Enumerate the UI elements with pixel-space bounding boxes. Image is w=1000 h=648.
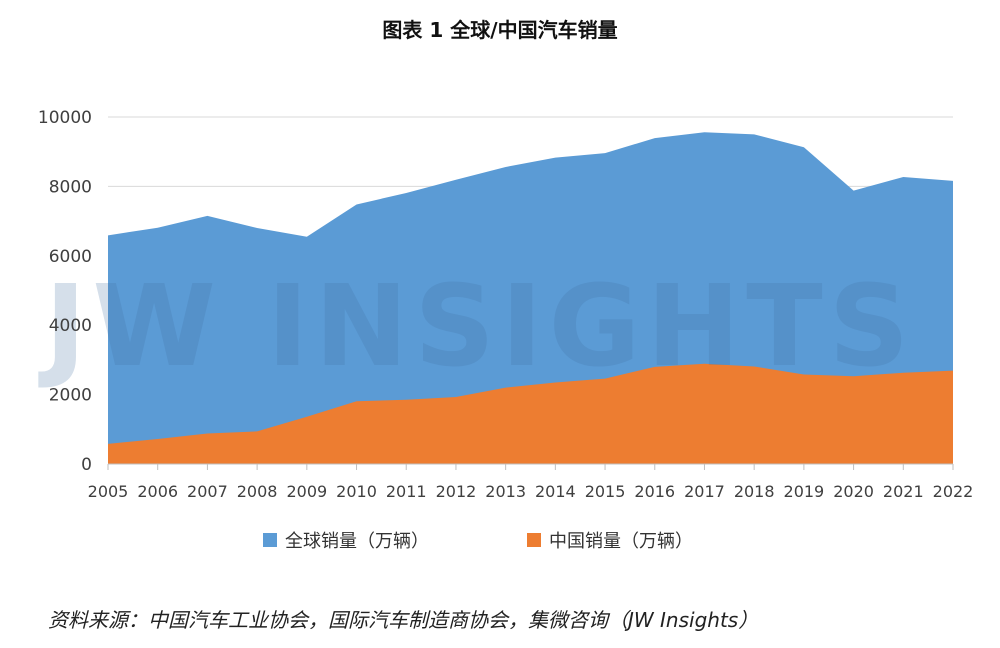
x-tick-label: 2014 <box>535 482 576 501</box>
x-tick-label: 2009 <box>286 482 327 501</box>
x-tick-label: 2006 <box>137 482 178 501</box>
x-tick-label: 2022 <box>933 482 974 501</box>
axes <box>107 463 954 470</box>
y-tick-label: 8000 <box>49 177 92 197</box>
x-tick-label: 2007 <box>187 482 228 501</box>
y-tick-label: 2000 <box>49 386 92 406</box>
x-tick-label: 2021 <box>883 482 924 501</box>
legend-item-china: 中国销量（万辆） <box>527 527 693 553</box>
x-tick-label: 2019 <box>784 482 825 501</box>
x-tick-label: 2012 <box>436 482 477 501</box>
y-tick-label: 0 <box>81 455 92 475</box>
legend-swatch-global <box>263 533 277 547</box>
y-tick-label: 6000 <box>49 247 92 267</box>
chart-title: 图表 1 全球/中国汽车销量 <box>382 18 618 42</box>
watermark-text: JW INSIGHTS <box>38 262 916 392</box>
x-tick-label: 2017 <box>684 482 725 501</box>
y-tick-label: 4000 <box>49 316 92 336</box>
x-tick-label: 2008 <box>237 482 278 501</box>
legend-swatch-china <box>527 533 541 547</box>
y-tick-labels: 0 2000 4000 6000 8000 10000 <box>38 108 92 475</box>
x-tick-label: 2011 <box>386 482 427 501</box>
x-tick-label: 2013 <box>485 482 526 501</box>
series-areas <box>108 132 953 464</box>
x-tick-label: 2016 <box>634 482 675 501</box>
legend-label-global: 全球销量（万辆） <box>285 531 429 552</box>
area-series-china <box>108 363 953 464</box>
x-tick-label: 2020 <box>833 482 874 501</box>
x-tick-label: 2018 <box>734 482 775 501</box>
y-tick-label: 10000 <box>38 108 92 128</box>
legend-label-china: 中国销量（万辆） <box>549 531 693 552</box>
source-note: 资料来源：中国汽车工业协会，国际汽车制造商协会，集微咨询（JW Insights… <box>48 608 759 632</box>
x-tick-label: 2015 <box>585 482 626 501</box>
x-tick-label: 2005 <box>88 482 129 501</box>
x-tick-label: 2010 <box>336 482 377 501</box>
legend-item-global: 全球销量（万辆） <box>263 527 429 553</box>
x-tick-labels: 2005 2006 2007 2008 2009 2010 2011 2012 2013 2014… <box>88 482 974 501</box>
